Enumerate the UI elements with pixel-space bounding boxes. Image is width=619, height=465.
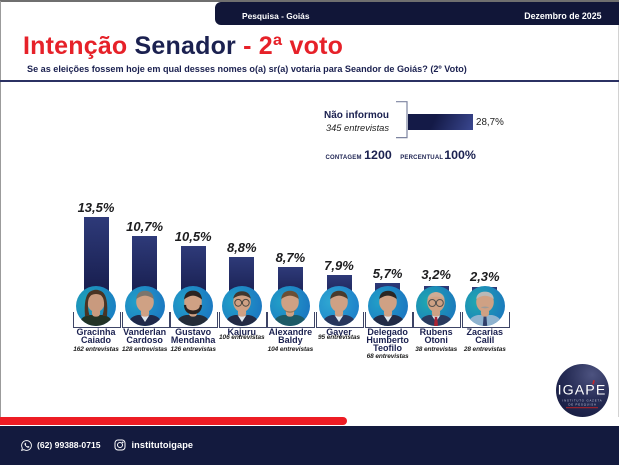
svg-text:INSTITUTO GAZETA: INSTITUTO GAZETA: [562, 398, 602, 402]
svg-text:IGAPE: IGAPE: [558, 382, 607, 398]
svg-text:DE PESQUISA: DE PESQUISA: [568, 402, 596, 406]
